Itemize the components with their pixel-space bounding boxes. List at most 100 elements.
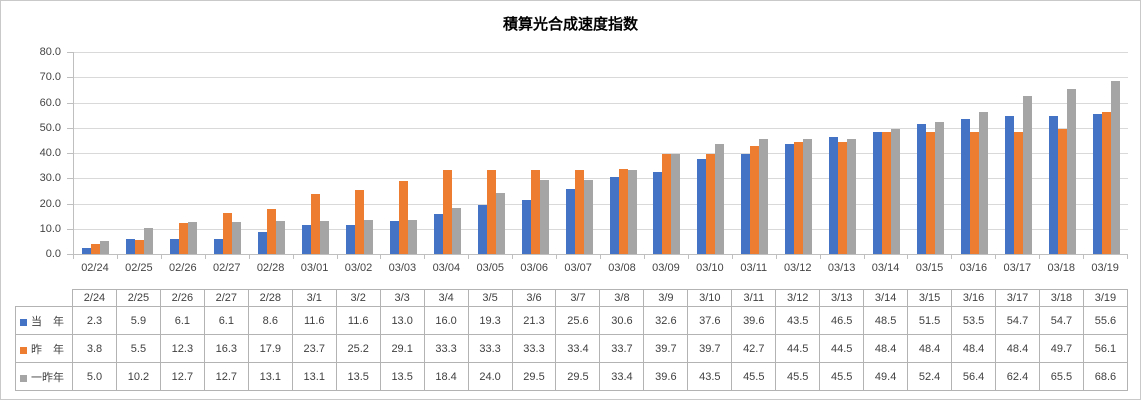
x-axis-tick <box>643 255 645 259</box>
table-header-cell: 3/1 <box>291 289 337 307</box>
bar-当 年 <box>521 200 531 254</box>
bar-一昨年 <box>232 221 242 254</box>
bar-group-03/10 <box>689 52 733 254</box>
bar-当 年 <box>258 232 268 254</box>
table-header-cell: 3/9 <box>643 289 689 307</box>
x-axis-tick <box>468 255 470 259</box>
x-axis-tick <box>863 255 865 259</box>
bar-当 年 <box>214 238 224 254</box>
value-cell: 24.0 <box>467 362 513 391</box>
value-cell: 54.7 <box>1038 306 1084 335</box>
bar-group-03/13 <box>821 52 865 254</box>
value-cell: 17.9 <box>247 334 293 363</box>
value-cell: 54.7 <box>995 306 1040 335</box>
value-cell: 5.5 <box>115 334 161 363</box>
bar-当 年 <box>565 189 575 254</box>
bar-group-03/03 <box>381 52 425 254</box>
table-header-cell: 3/8 <box>599 289 645 307</box>
grid-line <box>74 153 1128 154</box>
value-cell: 48.4 <box>863 334 909 363</box>
bar-group-02/25 <box>118 52 162 254</box>
value-cell: 53.5 <box>951 306 997 335</box>
value-cell: 39.6 <box>731 306 777 335</box>
y-axis-tick <box>67 203 73 205</box>
value-cell: 44.5 <box>819 334 865 363</box>
value-cell: 16.3 <box>203 334 249 363</box>
y-tick-label: 80.0 <box>39 46 61 58</box>
x-tick-label: 03/11 <box>740 262 768 274</box>
bar-一昨年 <box>1110 80 1120 254</box>
grid-line <box>74 228 1128 230</box>
value-cell: 13.5 <box>335 362 381 391</box>
x-axis-labels: 02/24 02/25 02/26 02/27 02/28 03/01 03/02 03/03… <box>73 262 1127 274</box>
value-cell: 55.6 <box>1082 306 1129 335</box>
bar-昨 年 <box>530 169 540 254</box>
bar-group-03/14 <box>865 52 909 254</box>
bar-昨 年 <box>882 131 892 254</box>
x-axis-tick <box>1039 255 1041 259</box>
bar-当 年 <box>433 213 443 254</box>
table-header-cell: 3/18 <box>1038 289 1084 307</box>
bar-group-03/15 <box>909 52 953 254</box>
value-cell: 2.3 <box>72 306 117 335</box>
x-tick-label: 03/10 <box>696 262 724 274</box>
x-tick-label: 02/27 <box>212 262 241 274</box>
table-header-cell: 3/19 <box>1082 289 1129 307</box>
bar-group-03/11 <box>733 52 777 254</box>
x-axis-tick <box>424 255 426 259</box>
y-axis-tick <box>67 254 73 255</box>
x-tick-label: 03/07 <box>564 262 592 274</box>
x-tick-label: 03/15 <box>915 262 944 274</box>
x-tick-label: 03/06 <box>520 262 548 274</box>
bar-一昨年 <box>100 241 110 254</box>
value-cell: 13.5 <box>379 362 425 391</box>
table-header-cell: 2/24 <box>72 289 117 307</box>
value-cell: 13.0 <box>379 306 425 335</box>
x-axis-tick <box>775 255 777 259</box>
table-header-cell: 3/11 <box>731 289 777 307</box>
value-cell: 13.1 <box>291 362 337 391</box>
x-tick-label: 03/01 <box>300 262 329 274</box>
bar-group-03/18 <box>1040 52 1084 254</box>
bar-group-03/02 <box>338 52 382 254</box>
value-cell: 43.5 <box>687 362 733 391</box>
x-axis-tick <box>907 255 909 259</box>
table-header-cell: 3/2 <box>335 289 381 307</box>
series-label-cell: 当 年 <box>15 306 73 335</box>
bar-一昨年 <box>934 121 944 254</box>
x-tick-label: 03/02 <box>344 262 373 274</box>
table-header-cell: 3/5 <box>467 289 513 307</box>
bar-group-03/06 <box>513 52 557 254</box>
value-cell: 6.1 <box>203 306 249 335</box>
bar-group-03/04 <box>425 52 469 254</box>
series-label: 当 年 <box>31 315 64 328</box>
table-header-cell: 2/27 <box>203 289 249 307</box>
value-cell: 16.0 <box>423 306 469 335</box>
x-axis-tick <box>600 255 601 259</box>
x-axis-tick <box>1083 255 1085 259</box>
bar-当 年 <box>477 205 487 254</box>
bar-当 年 <box>345 224 355 254</box>
grid-line <box>74 203 1128 205</box>
bar-一昨年 <box>276 220 286 254</box>
x-tick-label: 03/08 <box>608 262 636 274</box>
value-cell: 48.4 <box>907 334 953 363</box>
value-cell: 65.5 <box>1038 362 1084 391</box>
table-header-cell: 2/28 <box>247 289 293 307</box>
value-cell: 68.6 <box>1082 362 1129 391</box>
x-tick-label: 02/28 <box>256 262 285 274</box>
value-cell: 43.5 <box>775 306 821 335</box>
bar-当 年 <box>170 238 180 254</box>
bar-一昨年 <box>847 139 857 254</box>
bar-一昨年 <box>539 179 549 254</box>
bar-昨 年 <box>925 131 935 254</box>
x-axis-tick <box>951 255 953 259</box>
bar-group-03/01 <box>294 52 338 254</box>
value-cell: 45.5 <box>819 362 865 391</box>
bar-一昨年 <box>144 228 154 254</box>
bar-一昨年 <box>978 111 988 254</box>
bar-一昨年 <box>803 139 813 254</box>
table-row: 当 年 2.3 5.9 6.1 6.1 8.6 11.6 11.6 13.0 16.0 19.3 21… <box>15 306 1129 335</box>
bar-groups <box>74 52 1128 254</box>
